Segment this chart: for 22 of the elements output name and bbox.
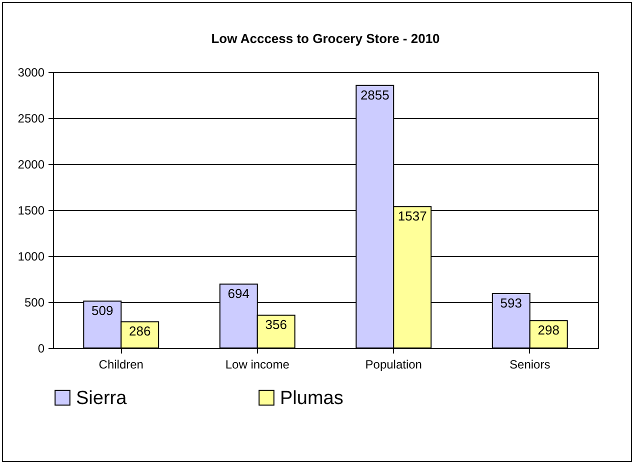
y-tick-label: 0: [38, 342, 45, 356]
x-tick-label: Children: [98, 358, 144, 372]
data-label: 298: [538, 322, 560, 338]
chart-title: Low Acccess to Grocery Store - 2010: [211, 31, 440, 46]
y-tick-label: 2500: [18, 112, 45, 126]
data-label: 286: [129, 324, 151, 339]
legend-label: Plumas: [280, 388, 344, 409]
y-tick-label: 1000: [18, 250, 45, 264]
x-tick-label: Low income: [225, 358, 290, 372]
data-label: 1537: [398, 208, 427, 224]
data-label: 2855: [360, 87, 390, 102]
y-tick-label: 500: [24, 296, 45, 310]
x-tick-label: Seniors: [510, 358, 550, 372]
data-label: 356: [265, 317, 287, 332]
y-tick-label: 1500: [18, 204, 45, 218]
y-tick-label: 2000: [18, 158, 45, 172]
x-tick-label: Population: [365, 358, 422, 372]
data-label: 694: [228, 286, 250, 302]
legend-label: Sierra: [76, 388, 128, 409]
data-label: 509: [92, 303, 114, 318]
data-label: 593: [500, 295, 522, 310]
y-tick-label: 3000: [18, 66, 45, 80]
